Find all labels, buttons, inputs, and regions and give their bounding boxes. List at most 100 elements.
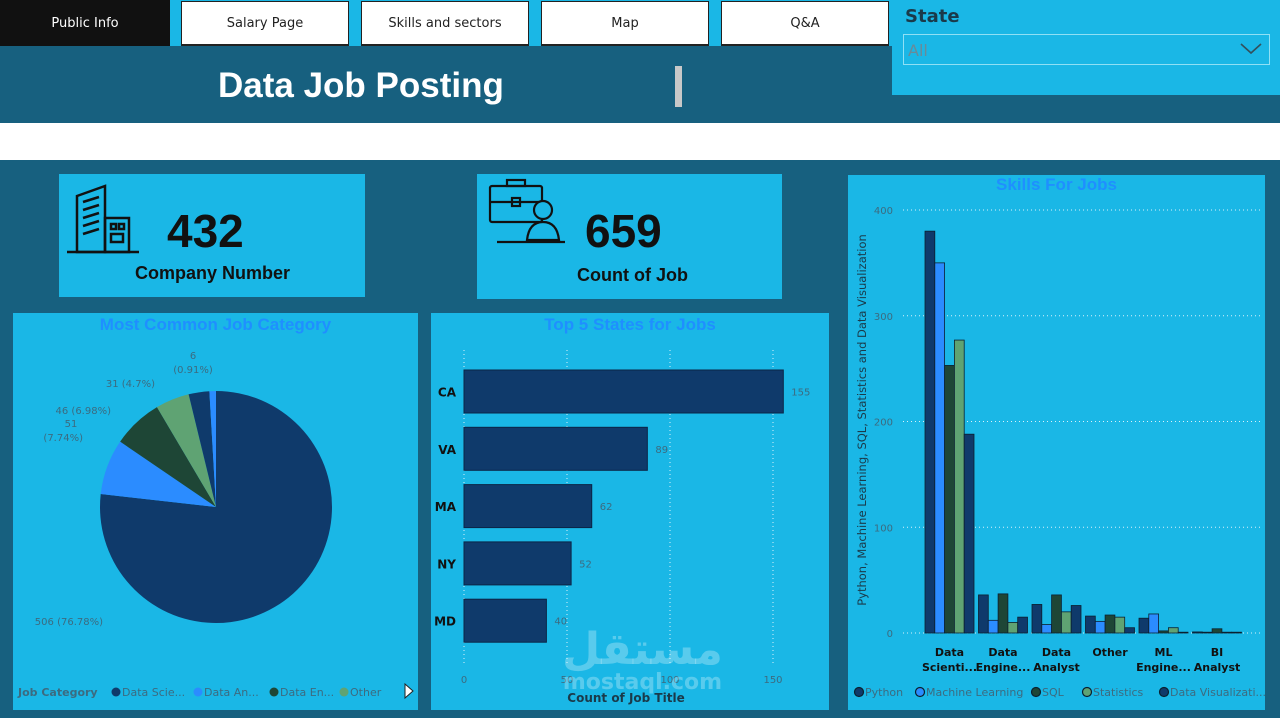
x-tick-label: 50: [561, 675, 574, 686]
y-category-label: VA: [438, 443, 456, 457]
legend-marker: [1081, 686, 1093, 698]
x-category-label: ML: [1155, 646, 1173, 659]
y-axis-title: Python, Machine Learning, SQL, Statistic…: [855, 234, 869, 606]
x-tick-label: 100: [660, 675, 679, 686]
x-category-label: Engine...: [976, 661, 1031, 674]
x-tick-label: 150: [763, 675, 782, 686]
legend-item: SQL: [1042, 686, 1065, 699]
column-bar: [1158, 630, 1169, 634]
column-bar: [1041, 624, 1053, 634]
y-tick-label: 300: [874, 312, 893, 323]
legend-title: Job Category: [17, 686, 98, 699]
bar: [463, 598, 547, 643]
column-bar: [1138, 617, 1150, 634]
chart-title: Top 5 States for Jobs: [544, 315, 716, 334]
skills-chart-panel: Skills For Jobs 0 100 200 300 400 Data Scienti…: [848, 175, 1265, 710]
legend-marker: [853, 686, 865, 698]
kpi-card-jobs: 659 Count of Job: [477, 174, 782, 299]
x-category-label: Engine...: [1136, 661, 1191, 674]
column-bar: [1114, 616, 1126, 634]
bar: [463, 426, 648, 471]
column-bar: [934, 262, 946, 634]
legend-item: Data An...: [204, 686, 259, 699]
pie-data-label: 46 (6.98%): [56, 406, 112, 417]
pie-data-label: (0.91%): [173, 365, 213, 376]
pie-slice: [100, 441, 216, 507]
pie-data-label: 31 (4.7%): [106, 379, 155, 390]
x-category-label: Scienti...: [922, 661, 977, 674]
page-title: Data Job Posting: [218, 66, 504, 105]
column-bar: [1221, 631, 1233, 634]
column-bar: [987, 619, 999, 634]
column-bar: [1124, 627, 1135, 634]
legend-item: Python: [865, 686, 903, 699]
y-category-label: CA: [438, 386, 457, 400]
x-category-label: Analyst: [1194, 661, 1241, 674]
office-building-icon: [67, 184, 139, 254]
column-bar: [1104, 614, 1116, 634]
column-bar: [1017, 616, 1028, 634]
kpi-value: 659: [585, 205, 662, 257]
tab-map[interactable]: Map: [541, 1, 709, 46]
job-category-pie-panel: Most Common Job Category 506 (76.78%) 51 (…: [13, 313, 418, 710]
legend-item: Data Visualizati...: [1170, 686, 1265, 699]
bar-data-label: 62: [600, 502, 613, 513]
y-category-label: MA: [435, 500, 457, 514]
chevron-down-icon: [1239, 37, 1263, 64]
pie-slice: [188, 391, 216, 507]
pie-data-label: (7.74%): [43, 433, 83, 444]
column-bar: [1177, 631, 1189, 634]
tab-salary-page[interactable]: Salary Page: [181, 1, 349, 46]
legend-next-arrow-icon: [404, 682, 414, 700]
legend-marker: [193, 687, 203, 697]
dropdown-value: All: [908, 41, 928, 60]
briefcase-person-icon: [488, 178, 565, 244]
pie-slice: [120, 407, 216, 507]
bar: [463, 369, 784, 414]
chart-title: Most Common Job Category: [99, 315, 332, 334]
state-dropdown[interactable]: All: [903, 34, 1270, 65]
column-bar: [1192, 631, 1203, 634]
legend-item: Statistics: [1093, 686, 1144, 699]
tab-public-info[interactable]: Public Info: [0, 0, 170, 46]
column-bar: [1007, 622, 1019, 634]
tab-qa[interactable]: Q&A: [721, 1, 889, 46]
tab-skills-and-sectors[interactable]: Skills and sectors: [361, 1, 529, 46]
legend-marker: [339, 687, 349, 697]
y-category-label: NY: [437, 557, 456, 571]
column-bar: [1070, 605, 1082, 634]
pie-data-label: 6: [190, 351, 196, 362]
y-tick-label: 100: [874, 523, 893, 534]
column-bar: [1201, 631, 1213, 634]
nav-bar: Public Info Salary Page Skills and secto…: [0, 0, 892, 46]
legend-marker: [269, 687, 279, 697]
column-bar: [1031, 604, 1043, 634]
chart-title: Skills For Jobs: [996, 175, 1117, 194]
kpi-value: 432: [167, 205, 244, 257]
column-bar: [963, 433, 975, 634]
pie-slice: [209, 391, 216, 507]
pie-data-label: 51: [65, 419, 78, 430]
legend-marker: [914, 686, 926, 698]
spacer-strip: [0, 123, 1280, 160]
divider: [675, 66, 682, 107]
legend-marker: [1030, 686, 1042, 698]
x-category-label: Data: [1042, 646, 1071, 659]
x-category-label: Data: [988, 646, 1017, 659]
bar: [463, 541, 572, 586]
column-bar: [1094, 620, 1106, 634]
legend-item: Other: [350, 686, 382, 699]
column-bar: [954, 339, 965, 634]
kpi-label: Company Number: [135, 263, 291, 283]
job-category-pie-chart: 506 (76.78%) 51 (7.74%) 46 (6.98%) 31 (4.7%)…: [17, 351, 414, 700]
x-category-label: Data: [935, 646, 964, 659]
bar-data-label: 89: [655, 445, 668, 456]
bar-data-label: 155: [791, 388, 810, 399]
pie-slice: [156, 394, 216, 507]
column-bar: [1085, 615, 1096, 634]
column-bar: [1231, 631, 1242, 634]
bar: [463, 484, 593, 529]
kpi-label: Count of Job: [577, 265, 688, 285]
legend-item: Machine Learning: [926, 686, 1023, 699]
y-tick-label: 0: [887, 629, 893, 640]
